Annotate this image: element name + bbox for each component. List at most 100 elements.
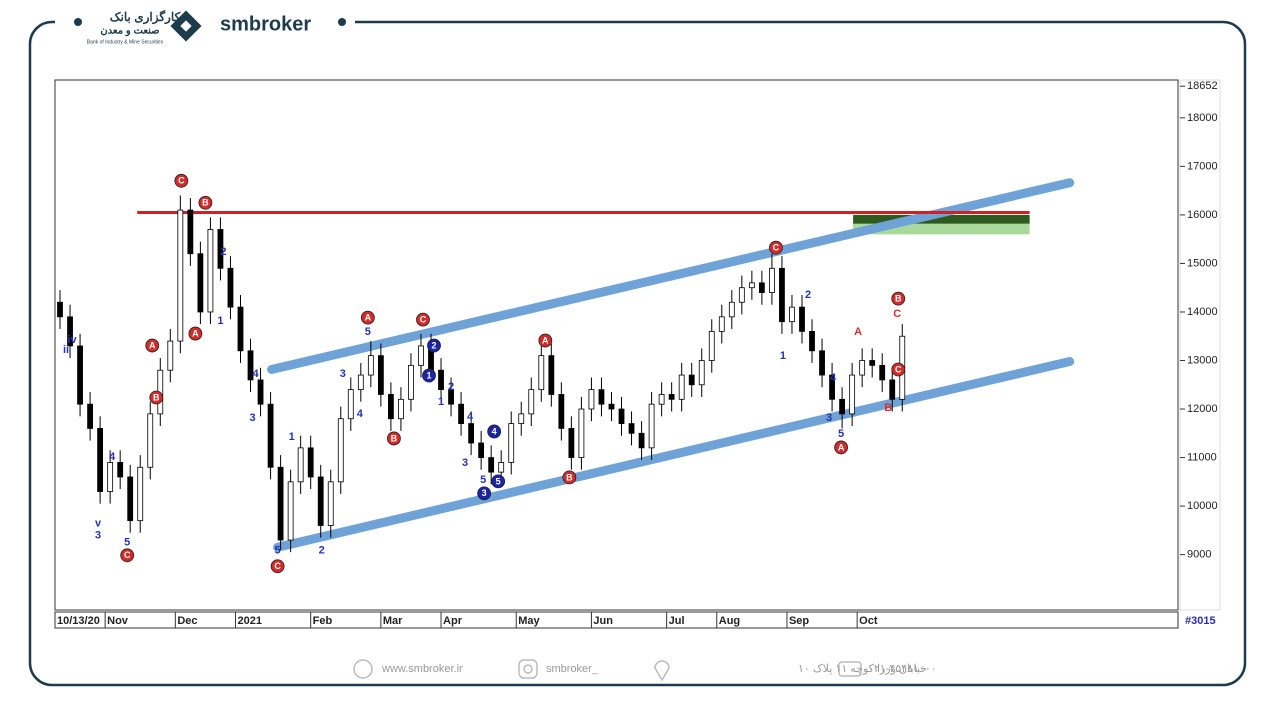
wave-label: C [124,550,131,560]
wave-marker [834,440,848,455]
wave-label: 5 [275,545,281,557]
wave-marker [360,310,375,325]
candle-body [578,408,585,458]
wave-marker [387,431,401,446]
x-tick-label: 10/13/20 [57,615,100,627]
x-tick-label: Nov [107,615,129,627]
candle-body [317,476,324,526]
candle-body [648,403,655,449]
candle-body [57,301,63,318]
footer-phone: ۰۲۱-۴۵۴۸۱۰۰۰ [868,663,937,675]
wave-label: C [420,314,427,324]
candle-body [558,394,565,429]
candle-body [197,253,204,313]
wave-marker [538,333,553,348]
candle-body [147,413,154,468]
wave-label: C [773,243,780,253]
wave-label: A [854,326,862,338]
candle-body [468,423,475,444]
y-tick-label: 18000 [1187,112,1218,124]
wave-marker [416,312,430,327]
wave-label: 4 [109,451,116,463]
footer-icons [353,659,862,682]
candle-body [528,389,535,415]
candle-body [177,209,184,342]
x-tick-label: Dec [177,615,197,627]
wave-label: 4 [357,408,364,420]
site-name: smbroker [220,13,311,35]
candle-body [688,374,695,386]
wave-label: B [202,198,209,208]
candle-body [257,379,264,405]
candle-body [127,476,134,522]
candle-body [809,330,815,352]
candle-body [327,481,334,526]
candle-body [638,432,645,449]
candle-body [87,403,93,429]
y-tick-label: 16000 [1187,209,1218,221]
candle-body [538,355,545,391]
candle-body [869,360,876,366]
candle-body [97,428,104,492]
candle-body [387,394,394,420]
candle-body [297,447,304,483]
wave-label: 1 [780,350,786,362]
wave-marker [891,291,906,306]
candle-body [107,462,114,492]
wave-marker [891,362,906,377]
wave-label: 2 [220,246,226,258]
wave-label: 2 [448,381,454,393]
brand-fa2: صنعت و معدن [100,26,159,37]
candle-body [347,389,354,420]
x-tick-label: Mar [383,615,403,627]
x-tick-label: May [518,615,540,627]
candle-body [769,267,775,293]
y-tick-label: 11000 [1187,451,1217,463]
candle-body [277,466,284,541]
x-axis-strip [54,611,1179,629]
wave-marker [487,424,502,439]
wave-label: 5 [496,476,501,486]
wave-label: C [178,176,185,186]
candle-body [67,316,73,347]
candle-body [408,364,414,400]
y-tick-label: 9000 [1187,549,1211,561]
wave-label: A [838,442,845,452]
wave-label: A [542,335,549,345]
candle-body [879,364,886,381]
candle-body [488,457,495,473]
wave-label: 3 [95,530,101,542]
wave-label: 1 [426,370,431,380]
candle-body [478,442,485,458]
channel-line [267,178,1075,374]
frame [28,20,1247,687]
x-tick-label: Feb [313,615,333,627]
wave-label: 3 [249,412,255,424]
wave-label: 5 [480,474,486,486]
header-gap [55,8,355,38]
y-tick-label: 17000 [1187,160,1218,172]
wave-label: A [192,328,199,338]
y-tick-label: 10000 [1187,500,1218,512]
wave-label: 5 [838,428,844,440]
footer-address: خیابان وزرا کوچه ۱۱ پلاک ۱۰ [798,663,927,675]
plot-frame [54,79,1179,611]
x-tick-label: Sep [789,615,809,627]
logo [170,10,202,42]
wave-marker [477,486,492,501]
candle-body [458,403,464,424]
candle-body [829,374,835,400]
candle-body [718,316,725,332]
candle-body [588,389,595,410]
candle-body [708,330,715,361]
wave-marker [562,470,577,485]
brand-fa: کارگزاری بانک [110,9,181,25]
candle-body [779,267,785,323]
channel-line [273,357,1075,552]
wave-label: C [274,561,281,571]
target-zone-top [853,214,1030,224]
candle-body [398,398,404,420]
candle-body [548,355,555,395]
candle-body [247,350,254,381]
